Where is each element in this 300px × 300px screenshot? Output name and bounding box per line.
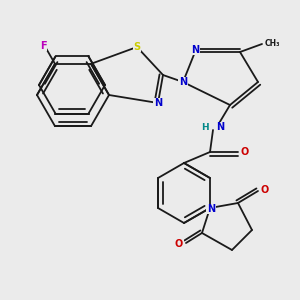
Text: CH₃: CH₃ (264, 38, 280, 47)
Text: S: S (134, 42, 141, 52)
Text: N: N (191, 45, 199, 55)
Text: N: N (216, 122, 224, 132)
Text: F: F (40, 40, 46, 50)
Text: H: H (201, 122, 209, 131)
Text: N: N (154, 98, 162, 108)
Text: O: O (261, 185, 269, 195)
Text: O: O (175, 239, 183, 249)
Text: N: N (207, 204, 215, 214)
Text: O: O (241, 147, 249, 157)
Text: N: N (179, 77, 187, 87)
